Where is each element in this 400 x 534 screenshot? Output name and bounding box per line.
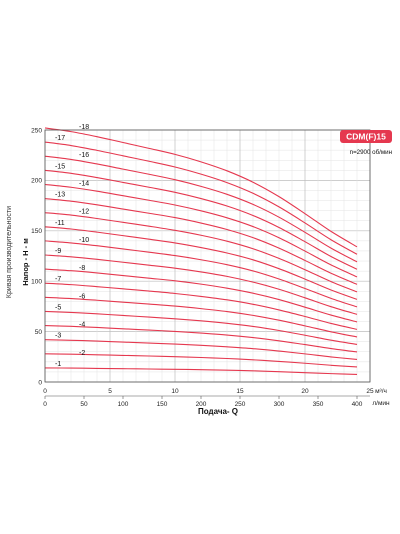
y-ticks: 0 50 100 150 200 250 [31,127,42,386]
stage-label: -9 [55,248,61,255]
x-tick-label-m3h: 10 [171,388,179,395]
curve-stage-8 [44,268,358,323]
x-tick-label-lmin: 400 [352,401,363,408]
stage-label: -14 [79,180,89,187]
stage-labels: -1 -2 -3 -4 -5 -6 -7 -8 -9 -10 -11 -12 -13 -14 -15 -16 -… [55,124,89,368]
chart-subtitle: n=2900 об/мин [350,149,392,156]
curve-stage-3 [44,339,358,360]
curve-stage-2 [44,353,358,368]
curves [44,127,358,375]
stage-label: -18 [79,124,89,131]
stage-label: -16 [79,152,89,159]
stage-label: -17 [55,135,65,142]
x-tick-label-m3h: 5 [108,388,112,395]
x-tick-label-lmin: 350 [313,401,324,408]
stage-label: -7 [55,276,61,283]
x-unit-lmin: л/мин [372,400,390,407]
x-tick-label-lmin: 0 [43,401,47,408]
x-ticks-lmin: 0 50 100 150 200 250 300 350 400 [43,396,363,408]
stage-label: -12 [79,209,89,216]
stage-label: -10 [79,237,89,244]
x-tick-label-lmin: 150 [157,401,168,408]
y-axis-label: Напор - H - м [21,238,30,286]
x-tick-label-lmin: 50 [80,401,88,408]
curve-stage-5 [44,310,358,345]
curve-stage-17 [44,141,358,255]
stage-label: -11 [55,220,65,227]
stage-label: -2 [79,350,85,357]
x-tick-label-lmin: 100 [118,401,129,408]
curve-stage-15 [44,169,358,270]
curve-stage-6 [44,296,358,338]
x-unit-m3h: м³/ч [375,388,387,395]
x-tick-label-lmin: 300 [274,401,285,408]
y-tick-label: 100 [31,279,42,286]
x-axis-label: Подача- Q [198,407,238,416]
stage-label: -15 [55,163,65,170]
stage-label: -5 [55,304,61,311]
plot-border [44,129,371,383]
curve-stage-14 [44,183,358,278]
x-tick-label-lmin: 250 [235,401,246,408]
x-ticks-m3h: 0 5 10 15 20 25 [43,388,374,395]
curve-stage-16 [44,155,358,263]
chart-title: CDM(F)15 [346,132,386,142]
side-title: Кривая производительности [6,206,13,298]
x-tick-label-m3h: 25 [366,388,374,395]
stage-label: -4 [79,322,85,329]
y-tick-label: 200 [31,178,42,185]
x-tick-label-m3h: 0 [43,388,47,395]
curve-stage-10 [44,240,358,308]
stage-label: -8 [79,265,85,272]
y-tick-label: 0 [38,379,42,386]
curve-stage-18 [44,127,358,248]
x-tick-label-m3h: 15 [236,388,244,395]
curve-stage-7 [44,282,358,330]
curve-stage-11 [44,226,358,300]
grid [44,129,371,383]
title-badge [340,130,392,143]
curve-stage-1 [44,367,358,375]
plot-frame [44,129,371,397]
curve-stage-12 [44,212,358,293]
stage-label: -3 [55,333,61,340]
stage-label: -6 [79,293,85,300]
stage-label: -1 [55,361,61,368]
stage-label: -13 [55,192,65,199]
x-tick-label-m3h: 20 [301,388,309,395]
curve-stage-13 [44,197,358,285]
y-tick-label: 50 [35,329,43,336]
curve-stage-4 [44,325,358,353]
x-tick-label-lmin: 200 [196,401,207,408]
y-tick-label: 150 [31,228,42,235]
y-tick-label: 250 [31,127,42,134]
curve-stage-9 [44,254,358,315]
